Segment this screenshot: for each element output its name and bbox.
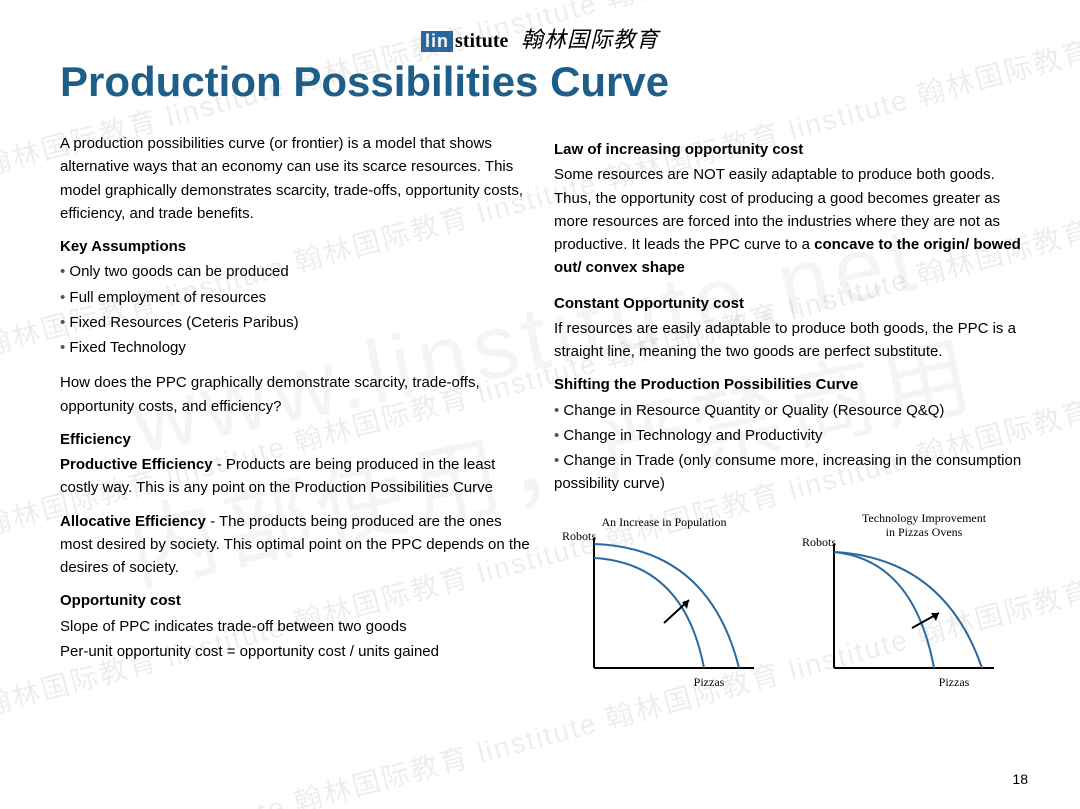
ppc-curve-inner bbox=[594, 558, 704, 668]
x-axis-label: Pizzas bbox=[939, 675, 970, 689]
right-column: Law of increasing opportunity cost Some … bbox=[554, 132, 1026, 693]
page-number: 18 bbox=[1012, 771, 1028, 787]
oppcost-line1: Slope of PPC indicates trade-off between… bbox=[60, 615, 532, 638]
list-item: Only two goods can be produced bbox=[60, 260, 532, 283]
chart2-title-line1: Technology Improvement bbox=[862, 511, 987, 525]
y-axis-label: Robots bbox=[562, 529, 596, 543]
ppc-curve-outer bbox=[834, 552, 982, 668]
chart-technology: Technology Improvement in Pizzas Ovens R… bbox=[794, 508, 1014, 693]
ppc-curve-outer bbox=[594, 544, 739, 668]
allocative-efficiency: Allocative Efficiency - The products bei… bbox=[60, 510, 532, 580]
page-content: Production Possibilities Curve A product… bbox=[0, 54, 1080, 693]
ppc-question: How does the PPC graphically demonstrate… bbox=[60, 371, 532, 418]
efficiency-head: Efficiency bbox=[60, 428, 532, 451]
shift-head: Shifting the Production Possibilities Cu… bbox=[554, 373, 1026, 396]
logo-box: lin bbox=[421, 31, 453, 52]
allocative-label: Allocative Efficiency bbox=[60, 513, 206, 530]
columns: A production possibilities curve (or fro… bbox=[60, 132, 1026, 693]
productive-efficiency: Productive Efficiency - Products are bei… bbox=[60, 453, 532, 500]
opportunity-cost-head: Opportunity cost bbox=[60, 589, 532, 612]
y-axis-label: Robots bbox=[802, 535, 836, 549]
logo-text: stitute bbox=[455, 30, 508, 52]
constant-text: If resources are easily adaptable to pro… bbox=[554, 317, 1026, 364]
assumptions-list: Only two goods can be produced Full empl… bbox=[60, 260, 532, 359]
law-paragraph: Some resources are NOT easily adaptable … bbox=[554, 163, 1026, 279]
constant-head: Constant Opportunity cost bbox=[554, 292, 1026, 315]
list-item: Full employment of resources bbox=[60, 286, 532, 309]
shift-list: Change in Resource Quantity or Quality (… bbox=[554, 399, 1026, 496]
chart1-title: An Increase in Population bbox=[602, 515, 727, 529]
list-item: Change in Trade (only consume more, incr… bbox=[554, 449, 1026, 496]
list-item: Fixed Resources (Ceteris Paribus) bbox=[60, 311, 532, 334]
law-head: Law of increasing opportunity cost bbox=[554, 138, 1026, 161]
list-item: Fixed Technology bbox=[60, 336, 532, 359]
chart-population: An Increase in Population Robots Pizzas bbox=[554, 508, 774, 693]
chart2-title-line2: in Pizzas Ovens bbox=[886, 525, 963, 539]
key-assumptions-head: Key Assumptions bbox=[60, 235, 532, 258]
list-item: Change in Resource Quantity or Quality (… bbox=[554, 399, 1026, 422]
ppc-charts: An Increase in Population Robots Pizzas bbox=[554, 508, 1026, 693]
page-title: Production Possibilities Curve bbox=[60, 60, 1026, 104]
ppc-curve-inner bbox=[834, 552, 934, 668]
x-axis-label: Pizzas bbox=[694, 675, 725, 689]
list-item: Change in Technology and Productivity bbox=[554, 424, 1026, 447]
left-column: A production possibilities curve (or fro… bbox=[60, 132, 532, 693]
productive-label: Productive Efficiency bbox=[60, 456, 213, 473]
header-logo: linstitute 翰林国际教育 bbox=[0, 0, 1080, 54]
logo-cn: 翰林国际教育 bbox=[521, 27, 659, 52]
intro-paragraph: A production possibilities curve (or fro… bbox=[60, 132, 532, 225]
oppcost-line2: Per-unit opportunity cost = opportunity … bbox=[60, 640, 532, 663]
